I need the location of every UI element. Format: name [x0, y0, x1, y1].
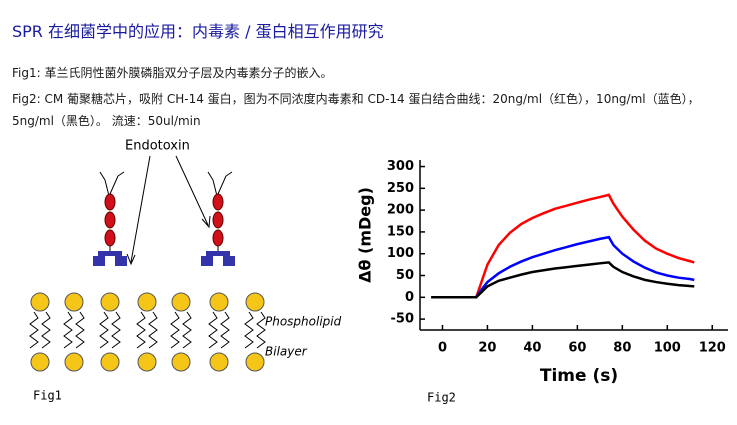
lipid-a [206, 251, 230, 256]
lipid-head [100, 292, 120, 312]
x-tick-label: 20 [478, 341, 496, 356]
x-tick-label: 120 [699, 341, 726, 356]
x-tick-label: 0 [438, 341, 447, 356]
arrow [175, 155, 211, 229]
sugar-branch [207, 171, 233, 201]
caption: Fig1: 革兰氏阴性菌外膜磷脂双分子层及内毒素分子的嵌入。 [12, 66, 333, 80]
arrow [126, 155, 151, 266]
lipid-a [201, 256, 213, 266]
fig-label: Fig1 [33, 389, 62, 403]
bilayer-label: Bilayer [265, 345, 308, 359]
lipid-tail [41, 311, 51, 349]
lipid-head [30, 352, 50, 372]
lipid-head [209, 292, 229, 312]
lipid-tail [111, 311, 121, 349]
y-tick-label: 50 [396, 268, 414, 283]
sugar [104, 229, 116, 247]
y-tick-label: 300 [387, 159, 414, 174]
phospholipid-label: Phospholipid [265, 315, 342, 329]
lipid-tail [256, 311, 266, 349]
y-tick-label: 150 [387, 224, 414, 239]
y-tick-label: 100 [387, 246, 414, 261]
lipid-tail [136, 311, 146, 349]
lipid-head [30, 292, 50, 312]
lipid-tail [75, 311, 85, 349]
lipid-head [171, 292, 191, 312]
sugar [104, 193, 116, 211]
title: SPR 在细菌学中的应用：内毒素 / 蛋白相互作用研究 [12, 22, 384, 41]
x-tick-label: 100 [654, 341, 681, 356]
line [431, 261, 695, 299]
lipid-a [98, 251, 122, 256]
endotoxin-label: Endotoxin [125, 139, 190, 154]
lipid-tail [148, 311, 158, 349]
y-tick-label: 0 [405, 290, 414, 305]
lipid-tail [220, 311, 230, 349]
y-tick-label: 250 [387, 181, 414, 196]
lipid-a [223, 256, 235, 266]
y-tick-label: 200 [387, 203, 414, 218]
lipid-a [93, 256, 105, 266]
sugar [212, 229, 224, 247]
sugar [212, 193, 224, 211]
lipid-tail [208, 311, 218, 349]
lipid-head [100, 352, 120, 372]
x-tick-label: 60 [568, 341, 586, 356]
x-axis-label: Time (s) [540, 366, 618, 386]
lipid-head [209, 352, 229, 372]
lipid-tail [170, 311, 180, 349]
lipid-tail [99, 311, 109, 349]
x-tick-label: 40 [523, 341, 541, 356]
lipid-head [171, 352, 191, 372]
x-tick-label: 80 [613, 341, 631, 356]
lipid-tail [29, 311, 39, 349]
sugar-branch [99, 171, 125, 201]
lipid-head [64, 352, 84, 372]
sugar [104, 211, 116, 229]
sugar [212, 211, 224, 229]
fig-label: Fig2 [427, 391, 456, 405]
lipid-head [137, 352, 157, 372]
lipid-tail [244, 311, 254, 349]
caption: Fig2: CM 葡聚糖芯片，吸附 CH-14 蛋白，图为不同浓度内毒素和 CD… [12, 92, 700, 128]
lipid-tail [63, 311, 73, 349]
y-tick-label: -50 [391, 312, 415, 327]
lipid-a [115, 256, 127, 266]
y-axis-label: Δθ (mDeg) [356, 187, 375, 283]
lipid-head [64, 292, 84, 312]
lipid-tail [182, 311, 192, 349]
lipid-head [245, 352, 265, 372]
lipid-head [245, 292, 265, 312]
lipid-head [137, 292, 157, 312]
